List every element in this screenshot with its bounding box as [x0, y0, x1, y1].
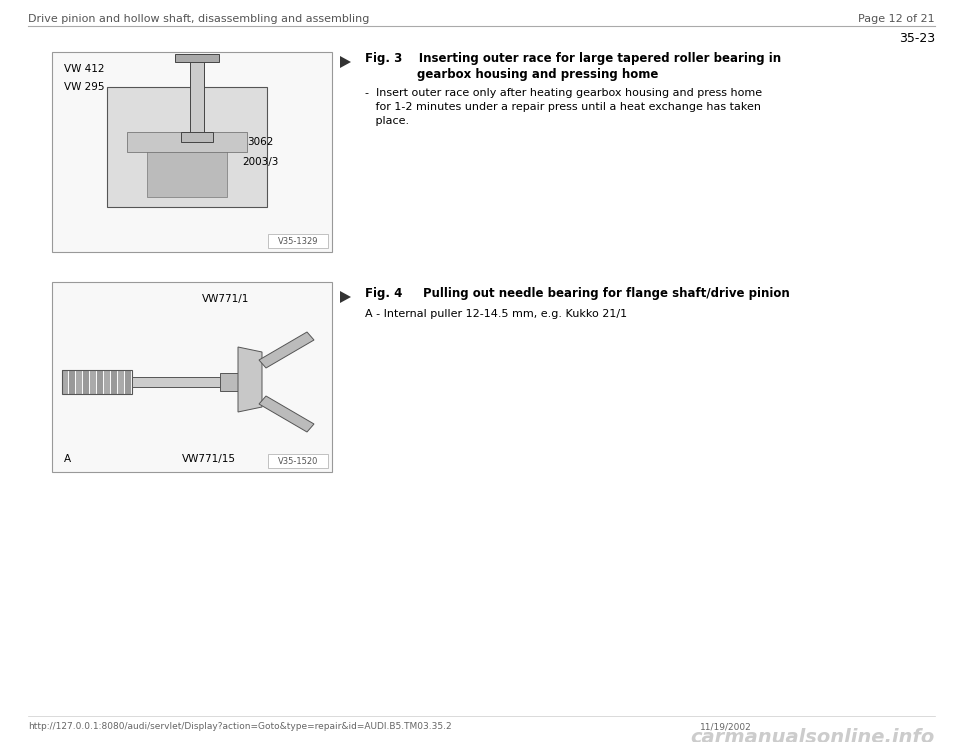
Bar [104, 370, 110, 394]
Bar [83, 370, 89, 394]
Text: A - Internal puller 12-14.5 mm, e.g. Kukko 21/1: A - Internal puller 12-14.5 mm, e.g. Kuk… [365, 309, 627, 319]
Text: Page 12 of 21: Page 12 of 21 [858, 14, 935, 24]
Bar [268, 234, 328, 248]
Polygon shape [259, 396, 314, 432]
Bar [268, 454, 328, 468]
Text: -  Insert outer race only after heating gearbox housing and press home
   for 1-: - Insert outer race only after heating g… [365, 88, 762, 126]
Text: V35-1520: V35-1520 [277, 456, 318, 465]
Text: carmanualsonline.info: carmanualsonline.info [691, 728, 935, 742]
Text: 11/19/2002: 11/19/2002 [700, 722, 752, 731]
Polygon shape [259, 332, 314, 368]
Text: gearbox housing and pressing home: gearbox housing and pressing home [417, 68, 659, 81]
Text: V35-1329: V35-1329 [277, 237, 319, 246]
Bar [62, 370, 68, 394]
Bar [111, 370, 117, 394]
Text: Drive pinion and hollow shaft, disassembling and assembling: Drive pinion and hollow shaft, disassemb… [28, 14, 370, 24]
Text: VW771/15: VW771/15 [182, 454, 236, 464]
Bar [220, 373, 240, 391]
Bar [175, 54, 219, 62]
Polygon shape [340, 291, 351, 303]
Bar [90, 370, 96, 394]
Bar [69, 370, 75, 394]
Text: Fig. 3    Inserting outer race for large tapered roller bearing in: Fig. 3 Inserting outer race for large ta… [365, 52, 781, 65]
Text: 35-23: 35-23 [899, 32, 935, 45]
Text: Fig. 4     Pulling out needle bearing for flange shaft/drive pinion: Fig. 4 Pulling out needle bearing for fl… [365, 287, 790, 300]
Text: VW 412: VW 412 [64, 64, 105, 74]
Bar [147, 147, 227, 197]
Text: VW 295: VW 295 [64, 82, 105, 92]
Bar [181, 132, 213, 142]
Polygon shape [340, 56, 351, 68]
Text: A: A [64, 454, 71, 464]
Bar [127, 132, 247, 152]
Text: VW771/1: VW771/1 [202, 294, 250, 304]
Bar [76, 370, 82, 394]
Polygon shape [238, 347, 262, 412]
Text: 2003/3: 2003/3 [242, 157, 278, 167]
Bar [52, 282, 332, 472]
Bar [118, 370, 124, 394]
Bar [107, 87, 267, 207]
Text: 3062: 3062 [247, 137, 274, 147]
Bar [97, 370, 103, 394]
Text: http://127.0.0.1:8080/audi/servlet/Display?action=Goto&type=repair&id=AUDI.B5.TM: http://127.0.0.1:8080/audi/servlet/Displ… [28, 722, 451, 731]
Bar [52, 52, 332, 252]
Bar [62, 370, 132, 394]
Bar [190, 57, 204, 137]
Bar [132, 377, 222, 387]
Bar [125, 370, 131, 394]
